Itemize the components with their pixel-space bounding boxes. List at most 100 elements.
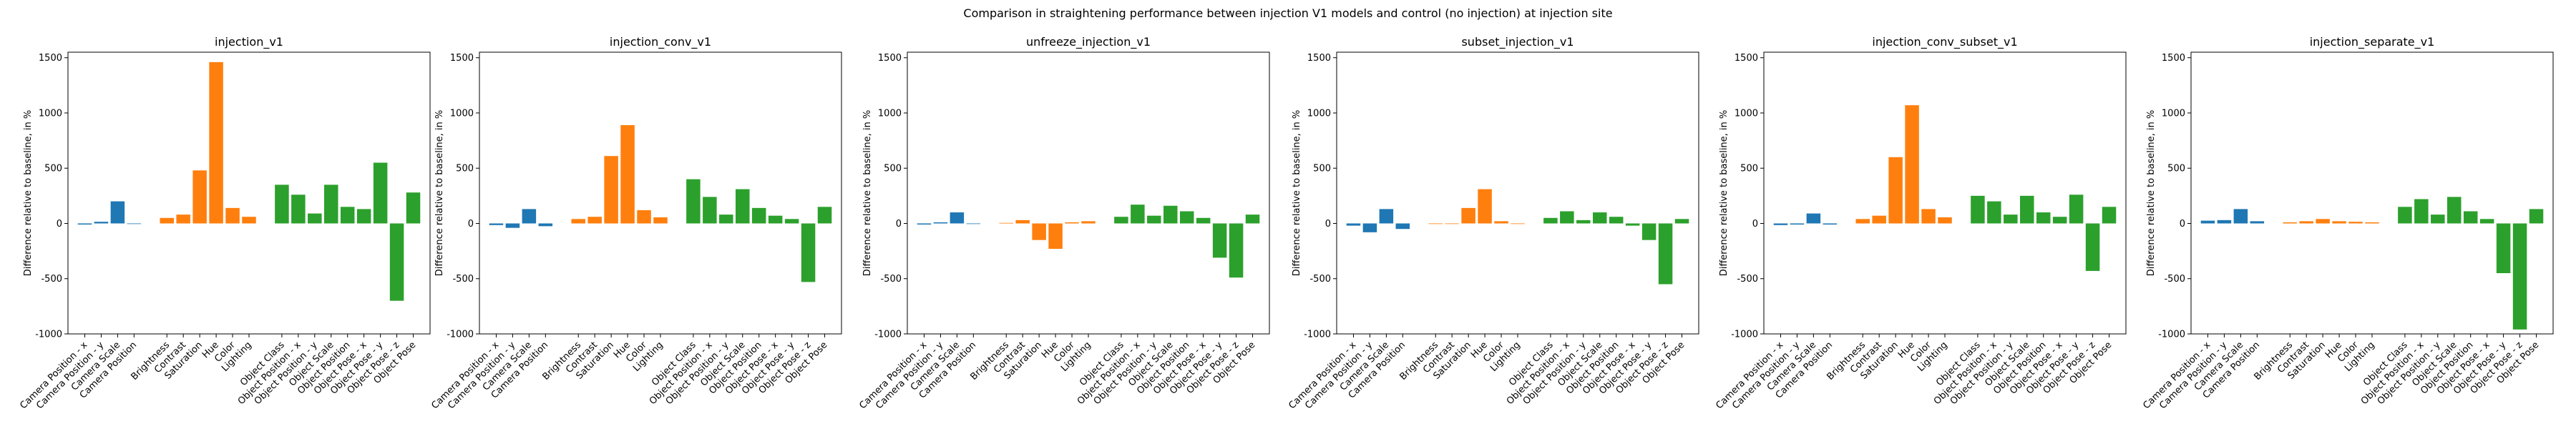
- bar-camera-position-x: [917, 223, 932, 225]
- bar-object-position-x: [1987, 201, 2001, 224]
- bar-object-scale: [2020, 195, 2034, 224]
- y-tick-label: 0: [896, 219, 902, 230]
- y-tick-label: 1000: [1735, 108, 1758, 119]
- bar-object-pose-y: [1212, 223, 1227, 258]
- bar-object-position-y: [719, 214, 733, 224]
- y-tick-label: 0: [468, 219, 474, 230]
- bar-brightness: [2283, 222, 2297, 224]
- bar-brightness: [1855, 219, 1870, 224]
- bar-brightness: [999, 222, 1013, 224]
- bar-camera-position-y: [2217, 220, 2232, 224]
- bar-object-position: [2036, 212, 2051, 224]
- y-tick-label: 1000: [878, 108, 902, 119]
- y-tick-label: -500: [1309, 274, 1331, 285]
- bar-color: [2348, 222, 2363, 224]
- y-tick-label: -1000: [2158, 330, 2185, 340]
- bar-camera-position: [127, 223, 142, 225]
- bar-camera-position-x: [1773, 223, 1788, 225]
- bar-object-pose: [1245, 214, 1260, 224]
- y-tick-label: -1000: [35, 330, 62, 340]
- bar-camera-scale: [1379, 209, 1394, 224]
- bar-object-pose-z: [1658, 223, 1673, 285]
- y-axis-label: Difference relative to baseline, in %: [862, 110, 873, 277]
- bar-hue: [2332, 221, 2346, 224]
- y-tick-label: -1000: [1304, 330, 1331, 340]
- axes-frame: [67, 51, 431, 335]
- bar-lighting: [242, 217, 256, 224]
- bar-color: [1494, 221, 1508, 224]
- bar-object-position-x: [1131, 204, 1145, 224]
- y-tick-label: 0: [1325, 219, 1331, 230]
- y-tick-label: 500: [2167, 164, 2185, 174]
- bar-object-scale: [1593, 212, 1607, 224]
- bar-object-position-x: [1560, 211, 1574, 224]
- bar-color: [1065, 222, 1079, 224]
- bar-object-pose-x: [1625, 223, 1640, 226]
- bar-object-pose: [2102, 207, 2117, 224]
- axes-frame: [907, 51, 1270, 335]
- bar-object-pose-y: [373, 162, 388, 224]
- y-tick-label: 1000: [39, 108, 62, 119]
- y-tick-label: -500: [452, 274, 474, 285]
- bar-contrast: [176, 214, 190, 224]
- axes-frame: [1763, 51, 2127, 335]
- bar-object-class: [1971, 195, 1985, 224]
- subplot-title: unfreeze_injection_v1: [1026, 35, 1151, 49]
- bar-object-pose-y: [2069, 194, 2084, 224]
- bar-object-position-y: [308, 213, 322, 224]
- y-tick-label: -500: [41, 274, 62, 285]
- axes-frame: [479, 51, 842, 335]
- bar-camera-position-y: [505, 223, 520, 228]
- y-tick-label: 0: [57, 219, 62, 230]
- bar-object-class: [1114, 217, 1128, 224]
- bar-camera-scale: [1806, 213, 1821, 224]
- bar-camera-position: [538, 223, 553, 227]
- bar-contrast: [2299, 221, 2313, 224]
- bar-object-scale: [1163, 205, 1178, 224]
- bar-hue: [209, 61, 223, 224]
- bar-camera-position: [2250, 221, 2265, 224]
- y-tick-label: 1000: [2162, 108, 2185, 119]
- y-tick-label: 500: [456, 164, 474, 174]
- bar-camera-position-x: [489, 223, 504, 225]
- subplot-title: injection_separate_v1: [2310, 35, 2435, 49]
- bar-camera-scale: [2233, 209, 2248, 224]
- y-tick-label: 1000: [450, 108, 474, 119]
- bar-contrast: [587, 217, 602, 224]
- y-tick-label: 1500: [878, 53, 902, 64]
- y-tick-label: 500: [884, 164, 902, 174]
- subplot-title: subset_injection_v1: [1461, 35, 1574, 49]
- bar-object-position-x: [2414, 199, 2429, 224]
- bar-saturation: [2316, 219, 2330, 224]
- bar-hue: [620, 124, 635, 224]
- axes-frame: [2190, 51, 2554, 335]
- y-tick-label: 1000: [1307, 108, 1331, 119]
- bar-object-position-x: [703, 197, 717, 224]
- y-tick-label: 500: [1740, 164, 1758, 174]
- bar-lighting: [2365, 222, 2379, 224]
- subplot-injection-v1: injection_v1 Difference relative to basel…: [18, 35, 431, 411]
- bar-contrast: [1872, 215, 1886, 224]
- bar-hue: [1905, 105, 1919, 224]
- bar-camera-position-x: [2200, 220, 2215, 224]
- bar-camera-position-y: [1790, 223, 1805, 225]
- bar-object-pose-z: [2512, 223, 2527, 330]
- bar-object-position-y: [2004, 214, 2018, 224]
- subplot-title: injection_v1: [215, 35, 283, 49]
- bar-camera-position: [1823, 223, 1838, 225]
- bar-object-position: [1179, 211, 1194, 224]
- y-axis-label: Difference relative to baseline, in %: [1292, 110, 1302, 277]
- bar-object-pose-z: [801, 223, 816, 282]
- bar-camera-scale: [950, 212, 965, 224]
- y-tick-label: 1500: [1735, 53, 1758, 64]
- bar-object-pose-z: [1229, 223, 1244, 278]
- bar-contrast: [1015, 220, 1030, 224]
- y-tick-label: 0: [1752, 219, 1758, 230]
- bar-object-pose: [406, 192, 421, 224]
- bar-object-pose-y: [2496, 223, 2511, 274]
- bar-object-pose: [2529, 209, 2544, 224]
- y-tick-label: 500: [1313, 164, 1331, 174]
- bar-object-class: [1543, 217, 1558, 224]
- y-axis-label: Difference relative to baseline, in %: [434, 110, 445, 277]
